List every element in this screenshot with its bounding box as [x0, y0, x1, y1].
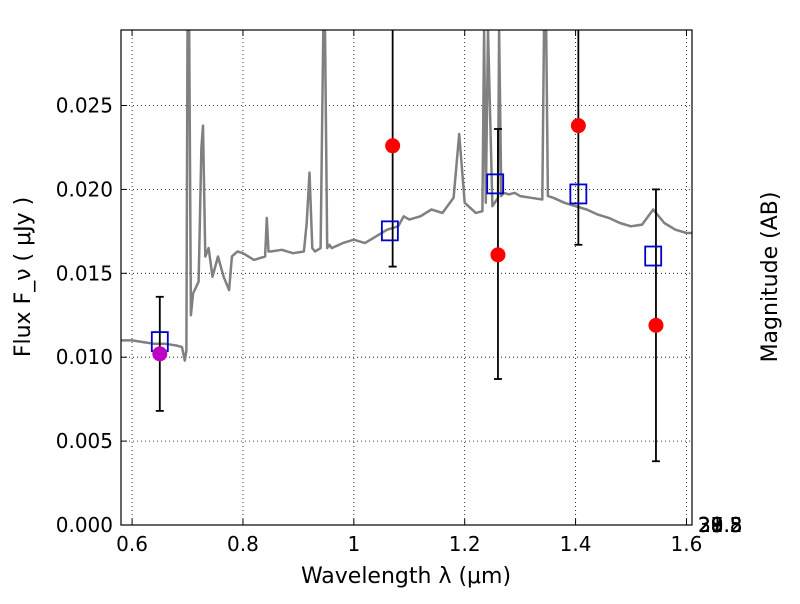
y-tick-label: 0.000: [56, 513, 113, 537]
y-tick-label: 0.015: [56, 261, 113, 285]
mag-tick-label: 31: [698, 513, 723, 537]
y-tick-label: 0.025: [56, 94, 113, 118]
x-tick-label: 1.6: [671, 532, 703, 556]
model-point: [380, 220, 399, 242]
observed-point: [570, 118, 586, 134]
model-point: [569, 183, 588, 205]
ticks-layer: 0.6 0.8 1 1.2 1.4 1.6 0.000 0.005 0.010 0.015 0.02…: [56, 30, 743, 556]
observed-point: [490, 247, 506, 263]
mag-tick-label: 27.8: [698, 513, 743, 537]
mag-tick-label: 28: [698, 513, 723, 537]
spectrum-line: [121, 30, 692, 362]
mag-tick-label: 29.5: [698, 513, 743, 537]
x-tick-label: 1: [347, 532, 360, 556]
x-tick-label: 1.4: [560, 532, 592, 556]
mag-tick-label: 28.2: [698, 513, 743, 537]
y-axis-label: Flux F_ν ( μJy ): [11, 197, 36, 357]
spectrum-layer: [121, 30, 692, 362]
mag-tick-label: 28.5: [698, 513, 743, 537]
observed-point: [385, 138, 401, 154]
observed-point: [648, 317, 664, 333]
plot-background: [121, 30, 692, 525]
model-point: [486, 173, 505, 195]
mag-tick-label: 30: [698, 513, 723, 537]
y-tick-label: 0.005: [56, 429, 113, 453]
x-tick-label: 0.6: [116, 532, 148, 556]
y-tick-label: 0.010: [56, 345, 113, 369]
observed-point: [152, 346, 168, 362]
x-axis-label: Wavelength λ (μm): [301, 564, 511, 589]
x-tick-label: 1.2: [449, 532, 481, 556]
plot-frame: [120, 29, 693, 526]
y-axis-right-label: Magnitude (AB): [758, 192, 783, 363]
y-tick-label: 0.020: [56, 177, 113, 201]
marker-layer: [150, 118, 664, 362]
grid-lines: [121, 30, 692, 525]
model-point: [644, 245, 663, 267]
x-tick-label: 0.8: [227, 532, 259, 556]
mag-tick-label: 29: [698, 513, 723, 537]
